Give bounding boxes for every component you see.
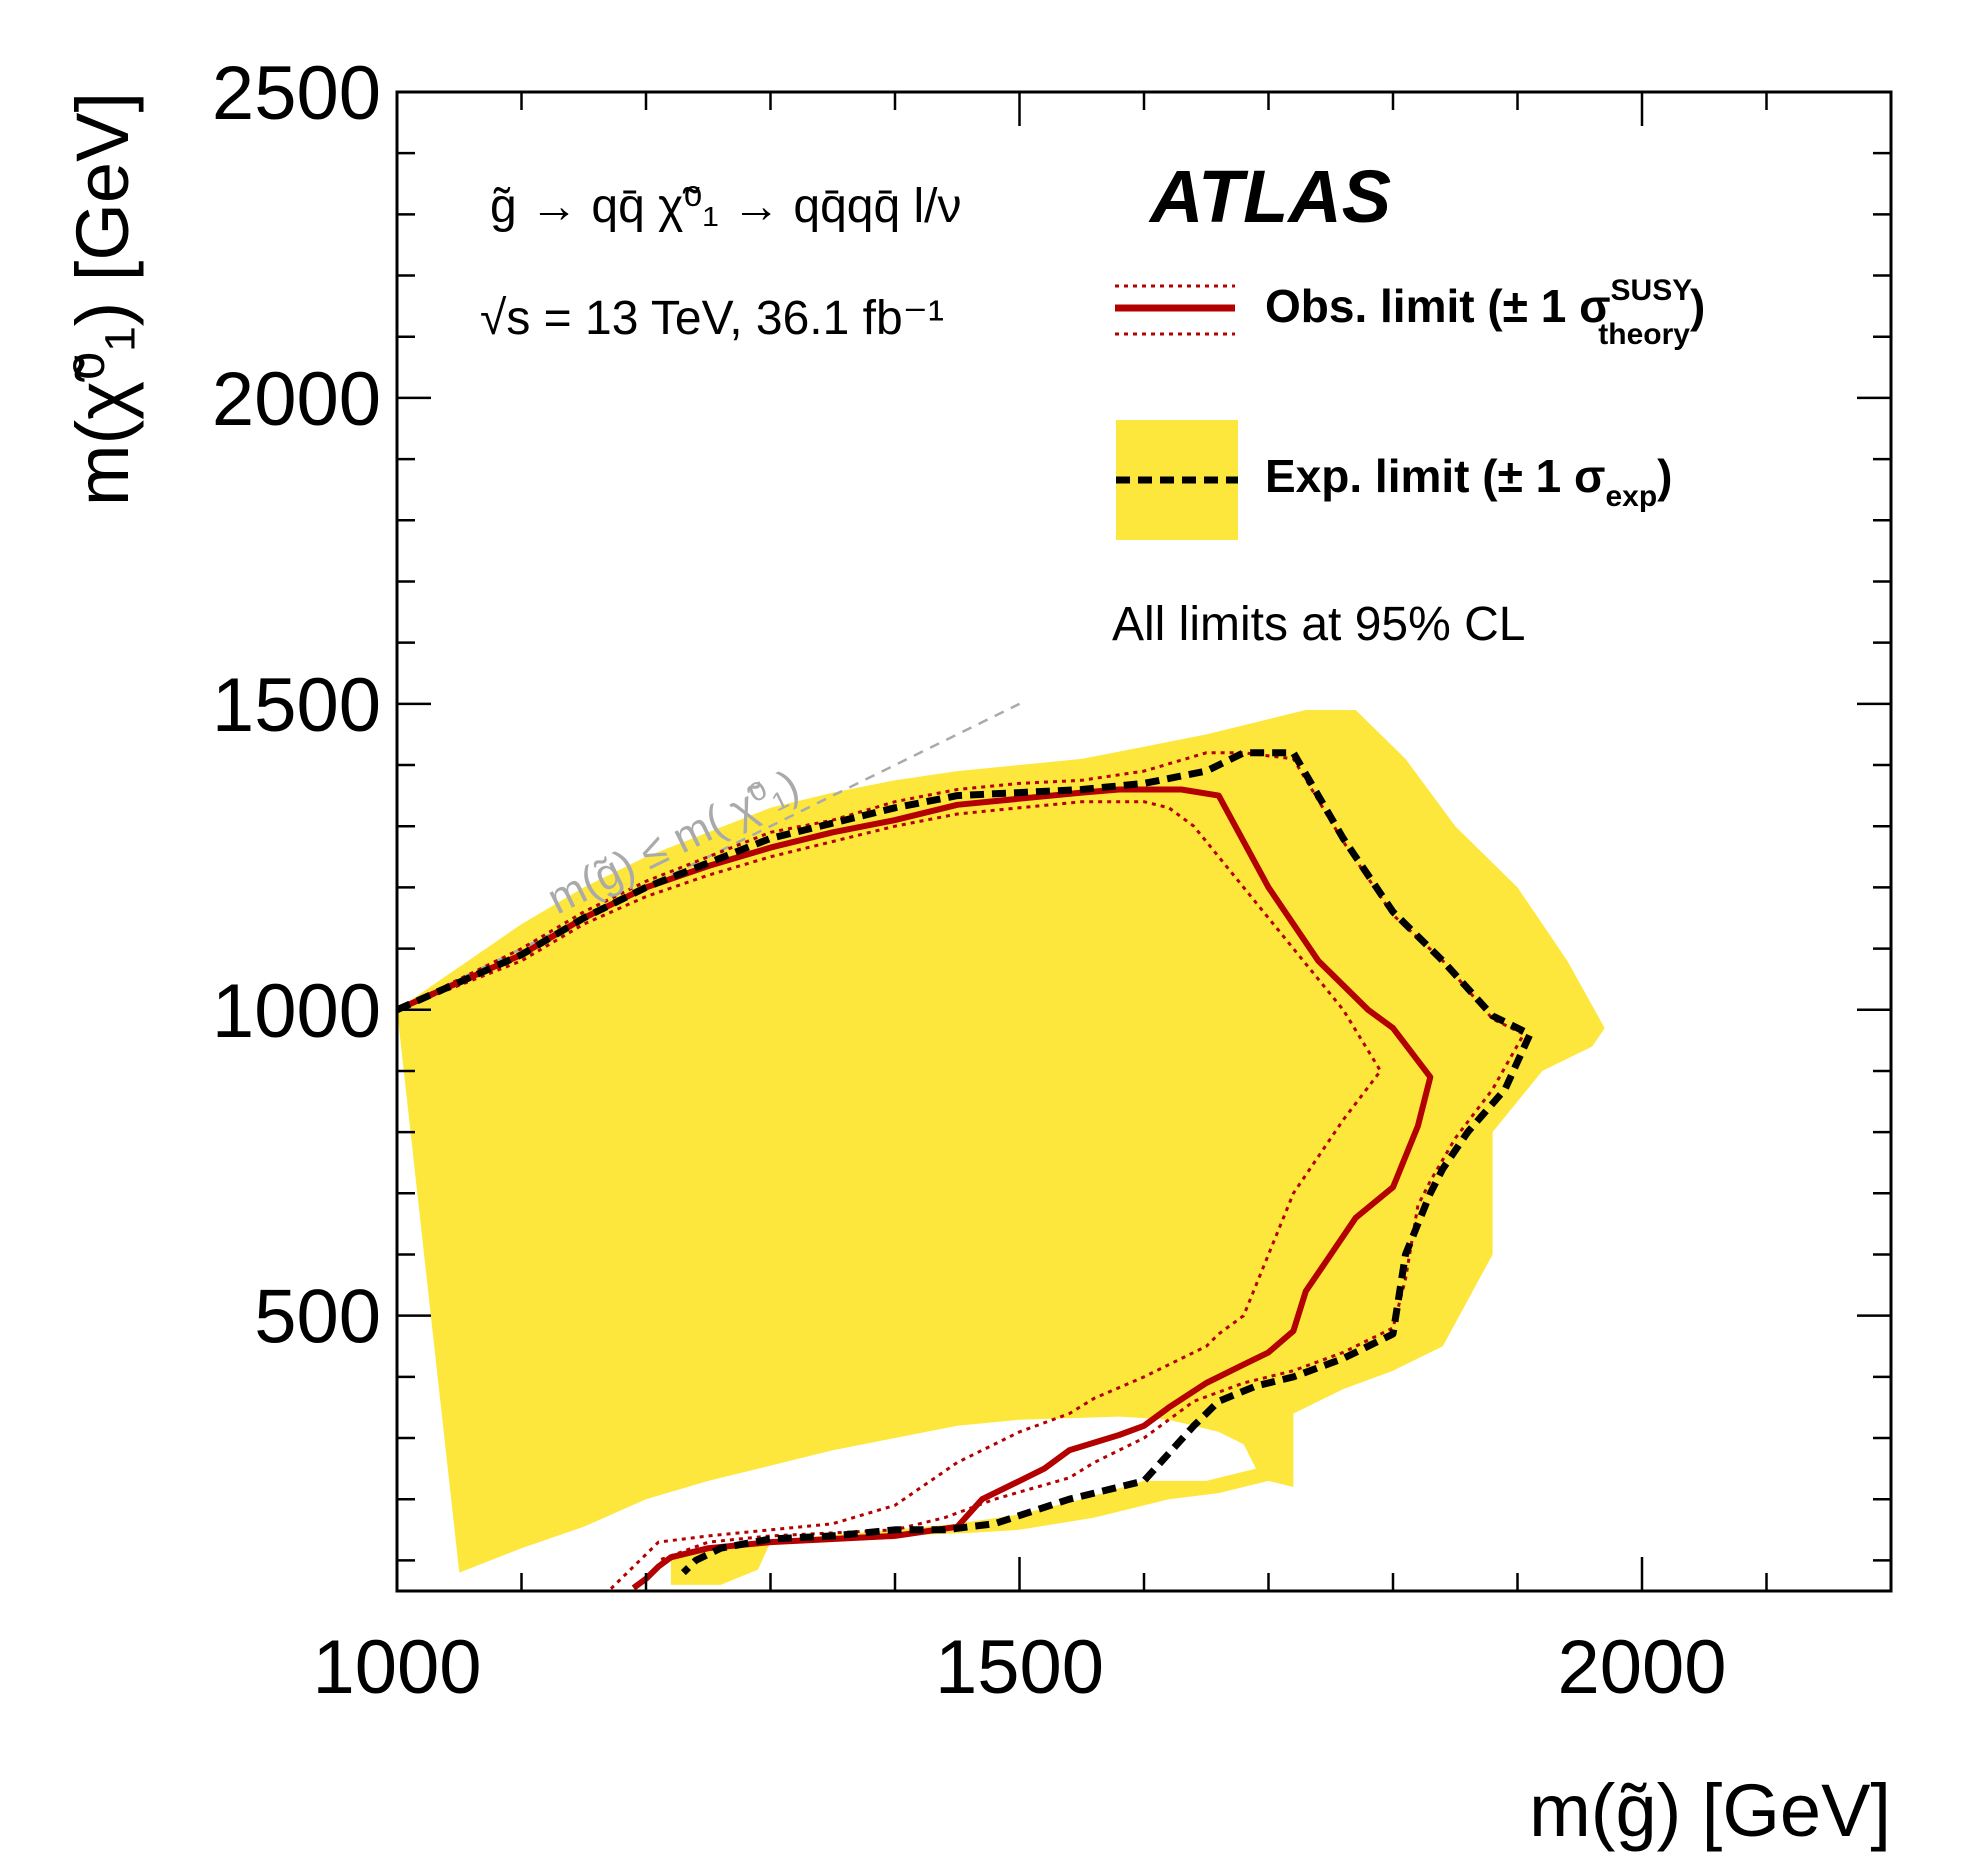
- x-tick-label: 1500: [935, 1625, 1104, 1710]
- y-tick-label: 1500: [212, 663, 381, 748]
- expected-limit-band: [397, 710, 1605, 1585]
- y-axis-title: m(χ̃⁰₁) [GeV]: [61, 92, 144, 506]
- legend-obs-text: Obs. limit (± 1 σ: [1265, 280, 1611, 332]
- legend-obs-close: ): [1690, 280, 1705, 332]
- atlas-label: ATLAS: [1148, 155, 1391, 238]
- x-tick-label: 2000: [1557, 1625, 1726, 1710]
- diagonal-layer: [397, 702, 1021, 1011]
- x-axis-title: m(g̃) [GeV]: [1529, 1769, 1891, 1852]
- kinematic-diagonal-line: [397, 702, 1021, 1011]
- expected-limit-line: [397, 749, 1534, 1576]
- axis-ticks: [395, 90, 1893, 1591]
- energy-lumi-label: √s = 13 TeV, 36.1 fb⁻¹: [480, 292, 944, 345]
- legend-exp-close: ): [1657, 450, 1672, 502]
- plot-area: [397, 702, 1605, 1591]
- legend-obs-label: Obs. limit (± 1 σSUSY theory): [1265, 274, 1705, 351]
- obs-theory-band-line-3: [397, 751, 1526, 1562]
- legend-obs-sub: theory: [1598, 318, 1690, 351]
- axis-tick-labels: 1000 1500 2000 500 1000 1500 2000 2500: [212, 51, 1727, 1710]
- legend-exp-symbol: [1116, 420, 1238, 540]
- expected-band-layer: [397, 710, 1605, 1585]
- legend: Obs. limit (± 1 σSUSY theory) Exp. limit …: [1115, 274, 1705, 540]
- process-label: g̃ → qq̄ χ̃⁰₁ → qq̄qq̄ l/ν: [490, 180, 962, 233]
- legend-exp-band: [1116, 420, 1238, 540]
- y-tick-label: 500: [254, 1275, 381, 1360]
- x-tick-label: 1000: [312, 1625, 481, 1710]
- legend-obs-sup: SUSY: [1611, 274, 1693, 307]
- legend-exp-sub: exp: [1605, 480, 1657, 513]
- legend-obs-symbol: [1115, 284, 1235, 336]
- y-tick-label: 1000: [212, 969, 381, 1054]
- legend-exp-text: Exp. limit (± 1 σ: [1265, 450, 1605, 502]
- y-tick-label: 2500: [212, 51, 381, 136]
- obs-theory-band-line-4: [397, 800, 1382, 1591]
- y-tick-label: 2000: [212, 357, 381, 442]
- limit-lines-layer: [397, 749, 1534, 1591]
- legend-exp-label: Exp. limit (± 1 σexp): [1265, 450, 1672, 513]
- cl-note: All limits at 95% CL: [1112, 598, 1525, 651]
